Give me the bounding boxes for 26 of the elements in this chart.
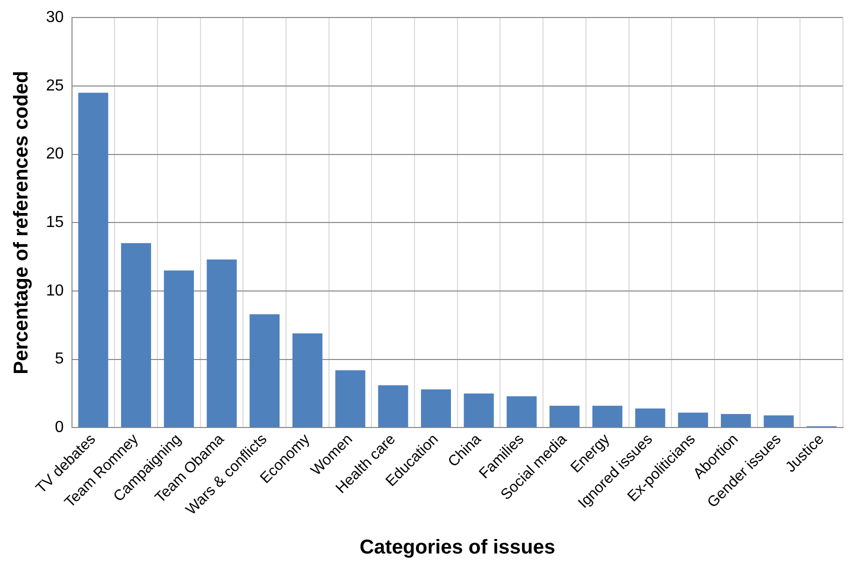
bar bbox=[378, 385, 408, 428]
bar bbox=[550, 406, 580, 428]
y-tick-label: 5 bbox=[54, 350, 64, 368]
x-axis-title: Categories of issues bbox=[360, 536, 556, 559]
bar bbox=[292, 333, 322, 428]
bar bbox=[250, 314, 280, 428]
y-tick-label: 10 bbox=[46, 282, 64, 300]
bar bbox=[420, 389, 451, 428]
bar bbox=[635, 408, 666, 428]
bar bbox=[121, 243, 152, 428]
bar bbox=[678, 412, 708, 428]
bar bbox=[335, 370, 366, 428]
y-tick-label: 0 bbox=[54, 419, 64, 436]
y-tick-label: 30 bbox=[46, 9, 64, 26]
y-axis-title: Percentage of references coded bbox=[10, 70, 33, 374]
y-tick-label: 20 bbox=[46, 146, 64, 163]
bar bbox=[506, 396, 537, 428]
bar bbox=[720, 414, 751, 428]
bar bbox=[464, 393, 494, 428]
y-tick-label: 25 bbox=[46, 77, 64, 94]
bar bbox=[206, 260, 237, 428]
bar bbox=[164, 270, 194, 428]
y-tick-label: 15 bbox=[46, 214, 64, 232]
bar bbox=[78, 92, 108, 428]
bar bbox=[592, 406, 622, 428]
bar bbox=[764, 415, 794, 428]
